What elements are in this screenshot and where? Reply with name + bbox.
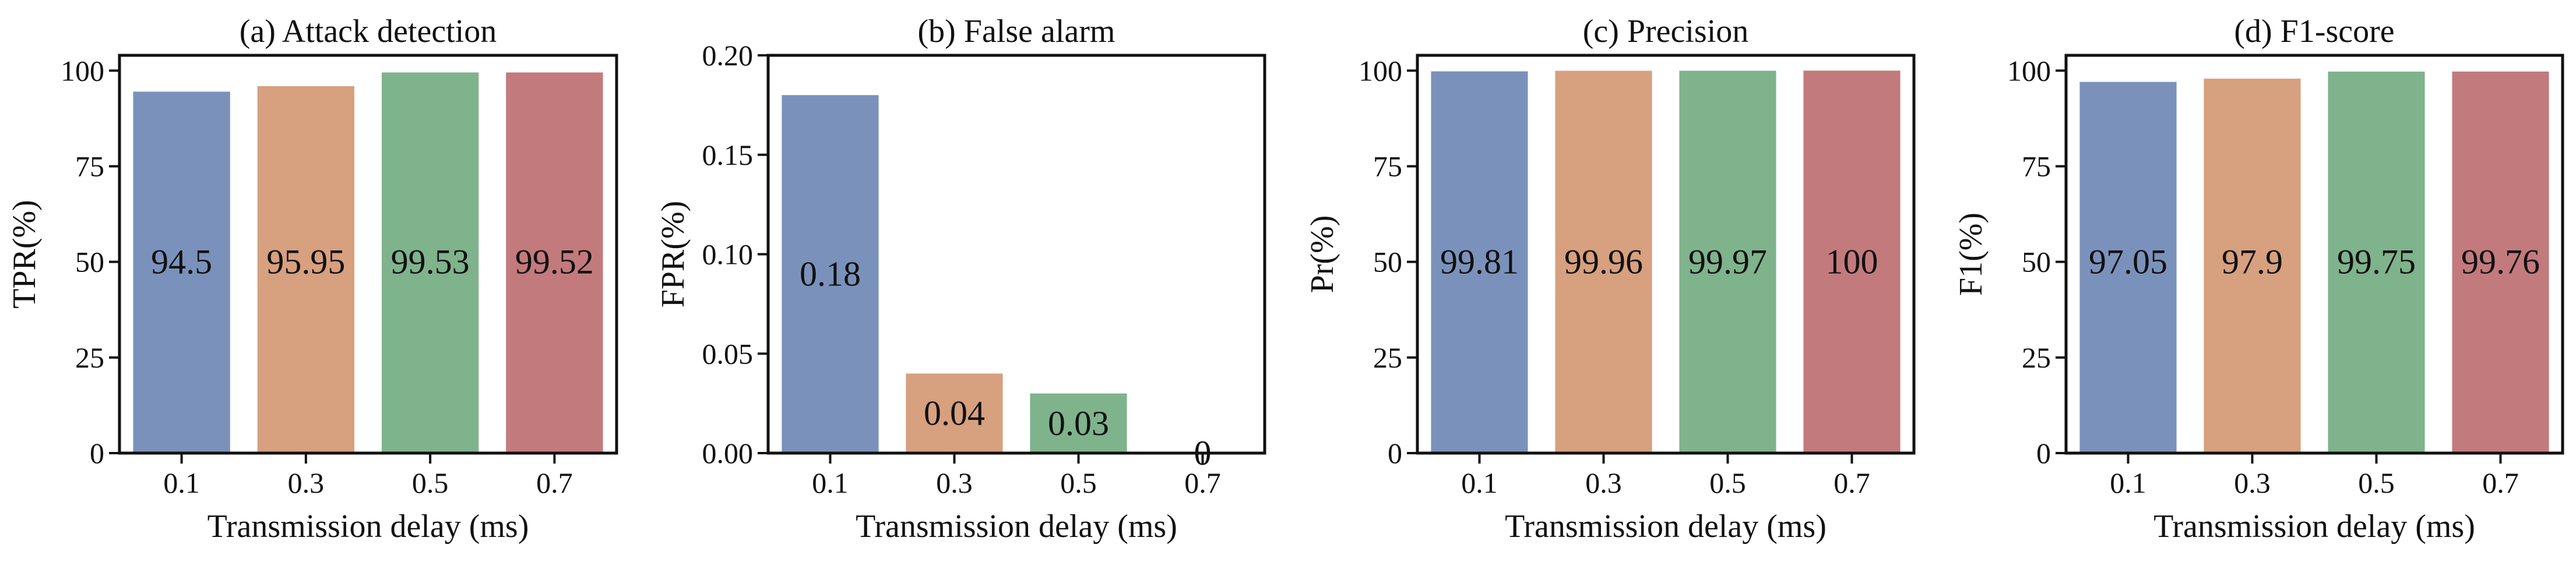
x-tick-label: 0.7: [536, 466, 573, 499]
x-tick-label: 0.3: [936, 466, 973, 499]
data-label: 100: [1826, 243, 1878, 281]
chart-title: (a) Attack detection: [240, 13, 497, 50]
y-tick-label: 0: [2036, 437, 2051, 469]
chart-title: (c) Precision: [1583, 13, 1749, 50]
plot-frame: [118, 54, 618, 455]
bar: [2204, 79, 2301, 454]
y-tick-label: 75: [2022, 150, 2051, 182]
y-tick-label: 0.10: [702, 238, 754, 271]
bar: [1803, 70, 1901, 454]
bar: [2328, 71, 2425, 453]
data-label: 0.04: [924, 394, 985, 433]
y-axis-label: F1(%): [1953, 213, 1989, 296]
y-tick-label: 100: [1359, 54, 1402, 87]
chart-title: (d) F1-score: [2234, 13, 2394, 50]
bar: [906, 373, 1003, 453]
y-tick-label: 25: [1373, 341, 1402, 374]
y-tick-label: 100: [61, 54, 104, 87]
bar: [1431, 71, 1528, 453]
plot-frame: [2064, 54, 2564, 455]
data-label: 99.97: [1688, 243, 1767, 281]
bar: [133, 91, 230, 454]
y-tick-label: 0: [1388, 437, 1402, 469]
data-label: 0.18: [800, 255, 861, 294]
x-tick-label: 0.1: [812, 466, 849, 499]
data-label: 97.9: [2222, 243, 2283, 281]
data-label: 0.03: [1048, 404, 1109, 443]
x-tick-label: 0.7: [1184, 466, 1221, 499]
x-tick-label: 0.5: [2358, 466, 2395, 499]
x-axis-label: Transmission delay (ms): [2153, 508, 2475, 545]
data-label: 99.76: [2461, 243, 2540, 281]
data-label: 99.75: [2337, 243, 2416, 281]
y-axis-label: Pr(%): [1304, 215, 1340, 294]
bar: [2079, 82, 2177, 453]
bar: [1679, 70, 1776, 453]
y-tick-label: 100: [2007, 54, 2051, 87]
x-tick-label: 0.5: [1709, 466, 1746, 499]
data-label: 94.5: [151, 243, 212, 281]
chart-title: (b) False alarm: [918, 13, 1115, 50]
x-tick-label: 0.1: [1461, 466, 1498, 499]
x-tick-label: 0.5: [412, 466, 449, 499]
x-tick-label: 0.5: [1060, 466, 1097, 499]
y-tick-label: 0: [90, 437, 104, 469]
x-tick-label: 0.3: [288, 466, 325, 499]
y-tick-label: 0.05: [702, 337, 754, 370]
y-tick-label: 0.20: [702, 39, 754, 72]
data-label: 99.52: [515, 243, 594, 281]
y-axis-label: TPR(%): [6, 200, 43, 309]
chart-panel: 0 25 50 75 100 0.1 0.3 0.5 0.7 99.81 99.96 99.97 100…: [1304, 13, 1916, 545]
bar: [257, 86, 355, 453]
y-tick-label: 50: [2022, 246, 2051, 278]
y-tick-label: 75: [1373, 150, 1402, 182]
plot-frame: [1416, 54, 1916, 455]
x-axis-label: Transmission delay (ms): [1505, 508, 1827, 545]
y-tick-label: 50: [1373, 246, 1402, 278]
bar: [381, 72, 479, 454]
data-label: 97.05: [2089, 243, 2167, 281]
bar: [1555, 70, 1652, 453]
bar: [506, 72, 603, 454]
data-label: 99.81: [1440, 243, 1519, 281]
x-tick-label: 0.3: [1585, 466, 1622, 499]
y-tick-label: 75: [75, 150, 104, 182]
x-tick-label: 0.7: [1834, 466, 1870, 499]
data-label: 99.53: [391, 243, 470, 281]
x-tick-label: 0.3: [2234, 466, 2271, 499]
chart-panel: 0 25 50 75 100 0.1 0.3 0.5 0.7 94.5 95.95 99.53 99.5…: [6, 13, 618, 545]
y-axis-label: FPR(%): [655, 201, 691, 308]
y-tick-label: 25: [75, 341, 104, 374]
data-label: 99.96: [1564, 243, 1643, 281]
x-tick-label: 0.1: [163, 466, 200, 499]
y-tick-label: 0.00: [702, 437, 754, 469]
x-axis-label: Transmission delay (ms): [856, 508, 1177, 545]
y-tick-label: 50: [75, 246, 104, 278]
x-tick-label: 0.1: [2110, 466, 2146, 499]
chart-panel: 0.00 0.05 0.10 0.15 0.20 0.1 0.3 0.5 0.7 0.18 0.04…: [655, 13, 1266, 545]
data-label: 0: [1194, 434, 1212, 472]
bar: [2452, 71, 2549, 453]
bar: [782, 95, 879, 454]
x-tick-label: 0.7: [2482, 466, 2519, 499]
bar: [1030, 393, 1127, 453]
data-label: 95.95: [266, 243, 345, 281]
y-tick-label: 0.15: [702, 139, 754, 171]
chart-panel: 0 25 50 75 100 0.1 0.3 0.5 0.7 97.05 97.9 99.75 99.7…: [1953, 13, 2564, 545]
x-axis-label: Transmission delay (ms): [207, 508, 529, 545]
y-tick-label: 25: [2022, 341, 2051, 374]
